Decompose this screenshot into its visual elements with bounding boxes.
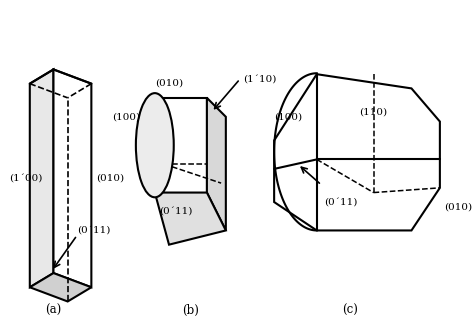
- Polygon shape: [155, 193, 226, 245]
- Text: (1´10): (1´10): [243, 74, 276, 83]
- Polygon shape: [207, 98, 226, 230]
- Text: (100): (100): [274, 112, 302, 121]
- Text: (110): (110): [359, 108, 388, 117]
- Text: (a): (a): [46, 305, 62, 317]
- Text: (0´11): (0´11): [160, 207, 193, 216]
- Polygon shape: [30, 273, 91, 302]
- Text: (1´00): (1´00): [9, 174, 42, 183]
- Text: (010): (010): [155, 79, 183, 88]
- Polygon shape: [155, 98, 207, 193]
- Text: (b): (b): [182, 305, 199, 317]
- Text: (100): (100): [112, 112, 141, 121]
- Polygon shape: [30, 69, 54, 287]
- Text: (010): (010): [445, 202, 473, 211]
- Text: (c): (c): [342, 305, 358, 317]
- Polygon shape: [54, 69, 91, 287]
- Ellipse shape: [136, 93, 174, 197]
- Text: (0´11): (0´11): [77, 226, 110, 235]
- Text: (010): (010): [96, 174, 124, 183]
- Text: (0´11): (0´11): [324, 197, 357, 206]
- Polygon shape: [274, 74, 440, 230]
